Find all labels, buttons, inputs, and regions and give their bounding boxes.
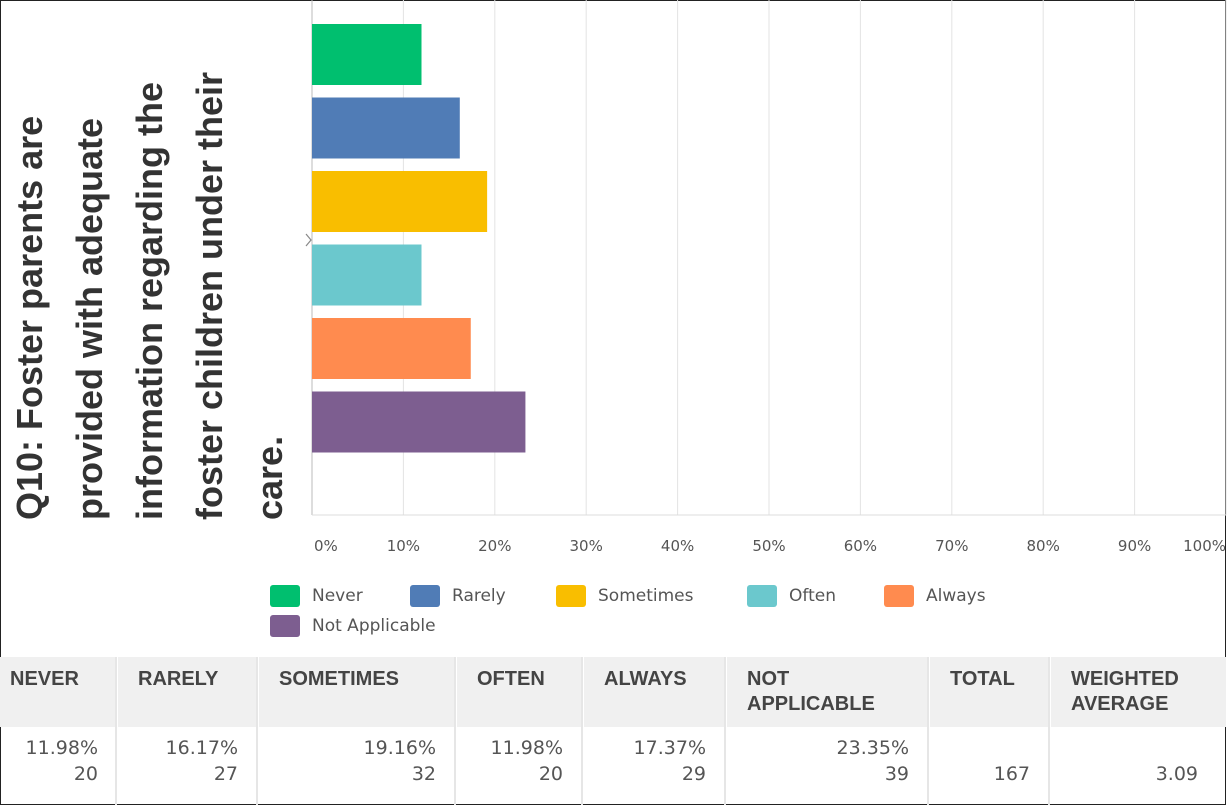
column-divider (454, 657, 456, 805)
cell-blank (1051, 735, 1198, 761)
legend-item-sometimes: Sometimes (556, 585, 693, 607)
legend-item-often: Often (747, 585, 836, 607)
cell-count: 27 (213, 763, 238, 785)
results-table: NEVER RARELY SOMETIMES OFTEN ALWAYS NOT … (0, 657, 1226, 805)
x-tick-label: 40% (661, 537, 694, 555)
x-tick-label: 60% (844, 537, 877, 555)
header-not-applicable: NOT APPLICABLE (727, 657, 927, 727)
column-divider (115, 657, 117, 805)
header-rarely: RARELY (118, 657, 256, 727)
header-total: TOTAL (930, 657, 1048, 727)
legend-label: Always (926, 586, 986, 606)
column-divider (1048, 657, 1050, 805)
cell-never: 11.98% 20 (0, 735, 98, 787)
header-often: OFTEN (457, 657, 581, 727)
column-divider (256, 657, 258, 805)
legend-label: Never (312, 586, 363, 606)
legend-swatch (270, 615, 300, 637)
x-tick-label: 100% (1183, 537, 1226, 555)
legend-item-never: Never (270, 585, 363, 607)
cell-blank (930, 735, 1030, 761)
cell-percent: 16.17% (165, 737, 238, 759)
bar-often (312, 244, 422, 306)
legend-swatch (556, 585, 586, 607)
cell-weighted-average-value: 3.09 (1155, 763, 1198, 785)
cell-always: 17.37% 29 (584, 735, 706, 787)
cell-often: 11.98% 20 (457, 735, 563, 787)
legend-swatch (884, 585, 914, 607)
header-not-applicable-text: NOT APPLICABLE (747, 668, 875, 715)
bar-always (312, 318, 471, 379)
legend-item-always: Always (884, 585, 986, 607)
legend-swatch (747, 585, 777, 607)
x-tick-label: 30% (570, 537, 603, 555)
bar-not-applicable (312, 391, 526, 453)
header-never: NEVER (0, 657, 115, 727)
cell-percent: 11.98% (25, 737, 98, 759)
header-sometimes: SOMETIMES (259, 657, 454, 727)
cell-percent: 11.98% (490, 737, 563, 759)
cell-not-applicable: 23.35% 39 (727, 735, 909, 787)
cell-percent: 23.35% (836, 737, 909, 759)
legend-item-not-applicable: Not Applicable (270, 615, 436, 637)
x-tick-label: 10% (387, 537, 420, 555)
legend-label: Rarely (452, 586, 506, 606)
legend-label: Not Applicable (312, 616, 436, 636)
column-divider (581, 657, 583, 805)
legend-label: Often (789, 586, 836, 606)
bar-chart: 0% 10% 20% 30% 40% 50% 60% 70% 80% 90% 100% (305, 0, 1227, 555)
column-divider (724, 657, 726, 805)
cell-count: 39 (884, 763, 909, 785)
axis-marker-icon (305, 233, 312, 247)
cell-percent: 17.37% (633, 737, 706, 759)
bar-never (312, 24, 422, 85)
column-divider (927, 657, 929, 805)
cell-count: 29 (681, 763, 706, 785)
legend-swatch (270, 585, 300, 607)
x-tick-label: 20% (478, 537, 511, 555)
cell-weighted-average: 3.09 (1051, 735, 1198, 787)
x-tick-label: 90% (1118, 537, 1151, 555)
legend-swatch (410, 585, 440, 607)
x-tick-label: 0% (314, 537, 338, 555)
cell-count: 32 (411, 763, 436, 785)
cell-sometimes: 19.16% 32 (259, 735, 436, 787)
header-weighted-average-text: WEIGHTED AVERAGE (1071, 668, 1179, 715)
bar-rarely (312, 97, 460, 159)
cell-percent: 19.16% (363, 737, 436, 759)
cell-total-value: 167 (993, 763, 1030, 785)
x-tick-label: 70% (935, 537, 968, 555)
cell-total: 167 (930, 735, 1030, 787)
x-tick-label: 50% (752, 537, 785, 555)
legend-label: Sometimes (598, 586, 694, 606)
header-always: ALWAYS (584, 657, 724, 727)
cell-rarely: 16.17% 27 (118, 735, 238, 787)
x-tick-label: 80% (1027, 537, 1060, 555)
cell-count: 20 (538, 763, 563, 785)
legend-item-rarely: Rarely (410, 585, 506, 607)
header-weighted-average: WEIGHTED AVERAGE (1051, 657, 1226, 727)
cell-count: 20 (73, 763, 98, 785)
bar-sometimes (312, 171, 488, 232)
